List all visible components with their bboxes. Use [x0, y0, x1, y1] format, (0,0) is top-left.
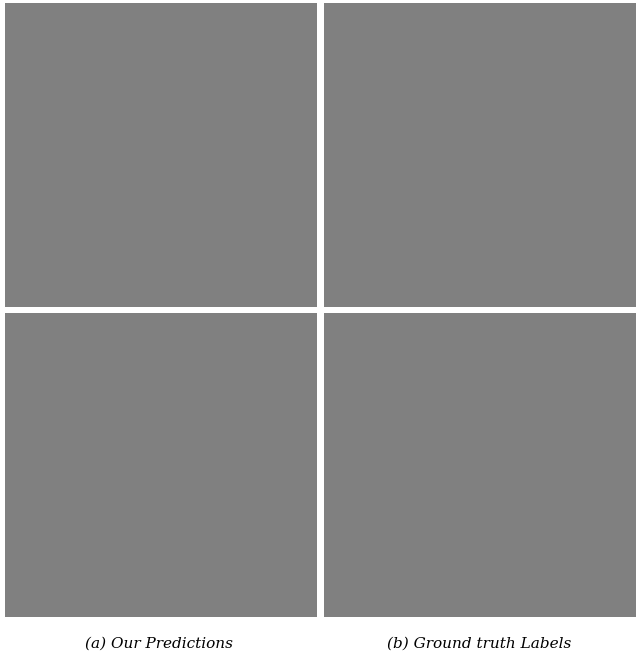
- Text: (a) Our Predictions: (a) Our Predictions: [84, 636, 233, 651]
- Text: (b) Ground truth Labels: (b) Ground truth Labels: [387, 636, 571, 651]
